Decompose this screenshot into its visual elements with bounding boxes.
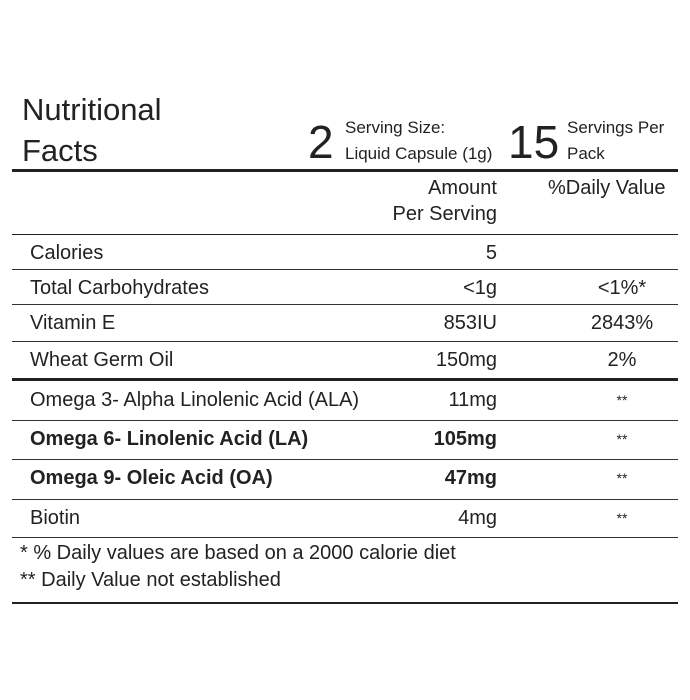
- title: Nutritional: [22, 92, 162, 127]
- divider: [12, 169, 678, 172]
- divider: [12, 234, 678, 235]
- footnote: * % Daily values are based on a 2000 cal…: [20, 542, 456, 564]
- table-row: Total Carbohydrates <1g <1%*: [12, 270, 678, 305]
- cell-amount: 11mg: [448, 389, 497, 411]
- cell-dv: **: [616, 392, 628, 408]
- serving-number: 2: [308, 116, 334, 168]
- cell-amount: 105mg: [433, 428, 497, 450]
- table-row: Omega 6- Linolenic Acid (LA) 105mg **: [12, 421, 678, 460]
- cell-name: Calories: [30, 242, 104, 264]
- serving-text: Servings Per: [567, 118, 665, 137]
- table-row: Calories 5: [12, 235, 678, 270]
- cell-dv: **: [616, 470, 628, 486]
- cell-name: Omega 9- Oleic Acid (OA): [30, 467, 273, 489]
- serving-text: Pack: [567, 144, 605, 163]
- title: Facts: [22, 133, 98, 168]
- cell-name: Omega 6- Linolenic Acid (LA): [30, 428, 309, 450]
- cell-name: Omega 3- Alpha Linolenic Acid (ALA): [30, 389, 360, 411]
- cell-name: Wheat Germ Oil: [30, 349, 174, 371]
- table-row: Wheat Germ Oil 150mg 2%: [12, 342, 678, 381]
- cell-amount: 853IU: [443, 312, 497, 334]
- column-header: Per Serving: [392, 203, 498, 225]
- table-row: Biotin 4mg **: [12, 500, 678, 538]
- cell-amount: 47mg: [444, 467, 497, 489]
- cell-amount: 4mg: [458, 507, 497, 529]
- cell-dv: **: [616, 431, 628, 447]
- table-row: Omega 9- Oleic Acid (OA) 47mg **: [12, 460, 678, 500]
- column-header: Amount: [428, 177, 497, 199]
- cell-amount: 5: [485, 242, 497, 264]
- cell-dv: 2%: [607, 349, 637, 371]
- serving-text: Serving Size:: [345, 118, 446, 137]
- cell-name: Total Carbohydrates: [30, 277, 209, 299]
- column-header: %Daily Value: [548, 177, 666, 199]
- cell-dv: <1%*: [597, 277, 647, 299]
- serving-number: 15: [508, 116, 560, 168]
- table-row: Vitamin E 853IU 2843%: [12, 305, 678, 342]
- cell-amount: <1g: [463, 277, 497, 299]
- cell-dv: **: [616, 510, 628, 526]
- table-row: Omega 3- Alpha Linolenic Acid (ALA) 11mg *…: [12, 382, 678, 421]
- cell-dv: 2843%: [590, 312, 654, 334]
- cell-amount: 150mg: [435, 349, 497, 371]
- cell-name: Vitamin E: [30, 312, 116, 334]
- footnote: ** Daily Value not established: [20, 569, 281, 591]
- divider: [12, 602, 678, 604]
- cell-name: Biotin: [30, 507, 81, 529]
- serving-text: Liquid Capsule (1g): [345, 144, 493, 163]
